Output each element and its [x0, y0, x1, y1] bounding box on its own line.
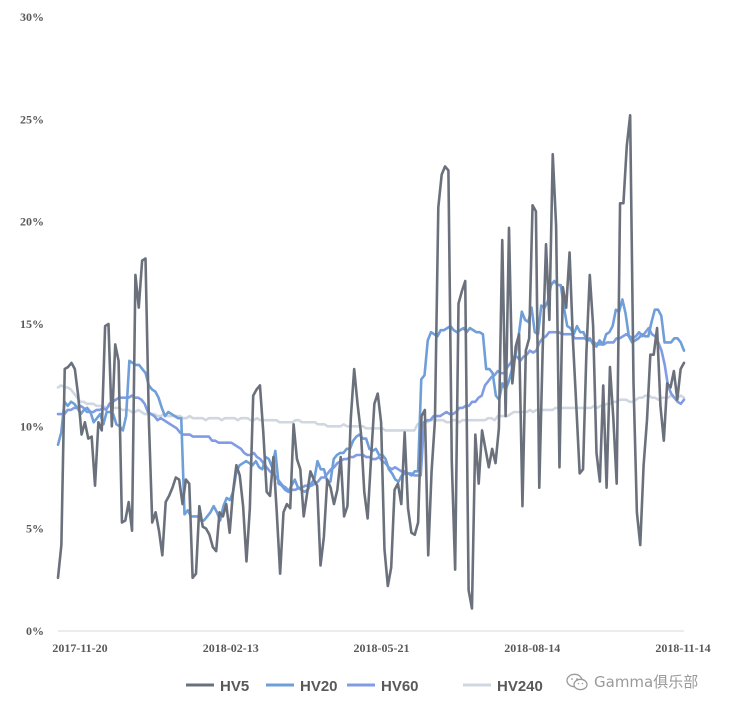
y-tick-label: 20% — [20, 215, 44, 229]
y-tick-label: 10% — [20, 419, 44, 433]
x-tick-label: 2017-11-20 — [52, 641, 107, 655]
y-tick-label: 15% — [20, 317, 44, 331]
series-line-hv5 — [56, 113, 686, 610]
x-tick-label: 2018-08-14 — [504, 641, 560, 655]
legend-label-hv60: HV60 — [381, 678, 419, 695]
watermark: Gamma俱乐部 — [566, 671, 698, 692]
y-tick-label: 30% — [20, 10, 44, 24]
series-lines — [56, 113, 686, 610]
x-tick-label: 2018-11-14 — [655, 641, 710, 655]
y-tick-label: 0% — [26, 624, 44, 638]
x-axis-tick-labels: 2017-11-20 2018-02-13 2018-05-21 2018-08-14… — [52, 641, 710, 655]
legend-label-hv20: HV20 — [300, 678, 338, 695]
y-tick-label: 25% — [20, 112, 44, 126]
wechat-icon — [566, 673, 588, 690]
watermark-text: Gamma俱乐部 — [594, 673, 699, 691]
legend: HV5 HV20 HV60 HV240 — [186, 678, 543, 695]
x-tick-label: 2018-05-21 — [354, 641, 410, 655]
legend-label-hv5: HV5 — [220, 678, 249, 695]
x-tick-label: 2018-02-13 — [203, 641, 259, 655]
y-axis-tick-labels: 0% 5% 10% 15% 20% 25% 30% — [20, 10, 44, 638]
series-line-hv240 — [56, 384, 686, 432]
legend-label-hv240: HV240 — [497, 678, 543, 695]
y-tick-label: 5% — [26, 522, 44, 536]
